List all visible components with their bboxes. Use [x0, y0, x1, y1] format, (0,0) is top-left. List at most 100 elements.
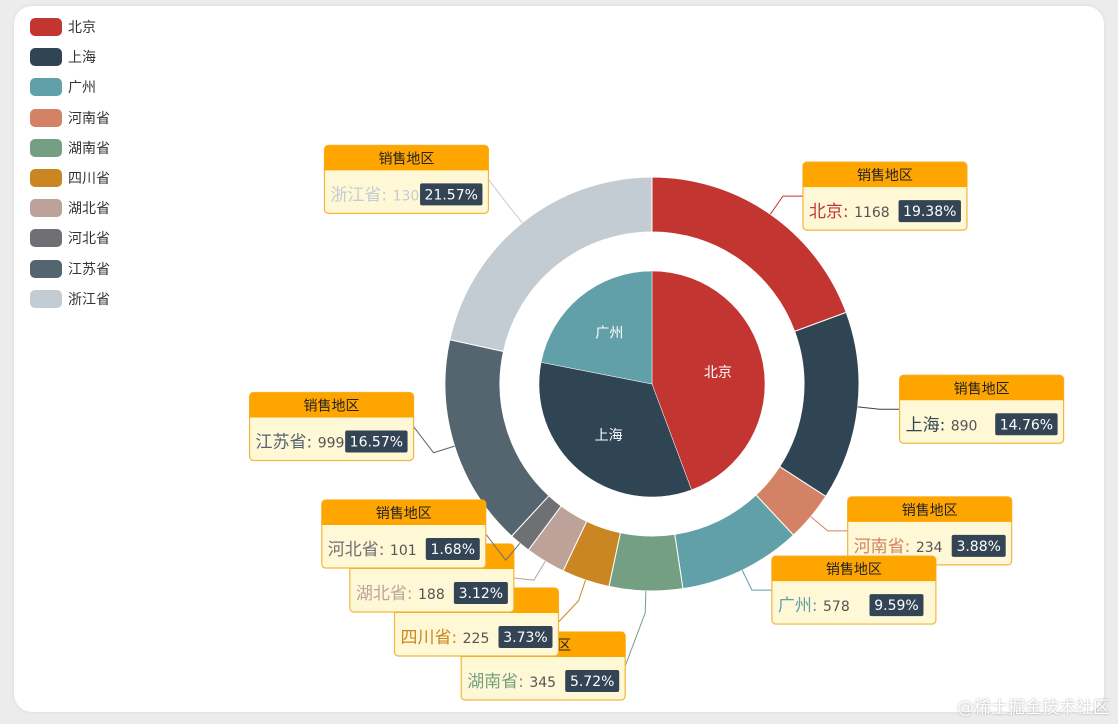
callout-series-name: 销售地区	[902, 503, 958, 519]
callout-name-value: 上海: 890	[906, 415, 978, 435]
leader-line	[513, 561, 546, 581]
callout-header-bg	[847, 496, 1012, 522]
percent-label: 9.59%	[874, 598, 918, 614]
legend-label: 四川省	[68, 171, 110, 188]
legend-item-6e5653177701[interactable]: 湖北省	[30, 193, 110, 223]
callout-header-bg	[899, 375, 1064, 401]
callout-name-value: 北京: 1168	[809, 202, 890, 222]
callout-name-value: 湖北省: 188	[356, 584, 445, 604]
legend-label: 湖北省	[68, 201, 110, 218]
percent-label: 1.68%	[431, 542, 475, 558]
callout-header-bg	[249, 392, 414, 418]
chart-legend: 北京上海广州河南省湖南省四川省湖北省河北省江苏省浙江省	[30, 12, 110, 314]
callout-series-name: 销售地区	[954, 381, 1010, 397]
inner-slice-5e7f5dde[interactable]	[540, 270, 653, 385]
callout-series-name: 销售地区	[826, 562, 882, 578]
callout-name-value: 湖南省: 345	[467, 672, 556, 692]
percent-badge	[453, 582, 508, 604]
leader-line	[413, 426, 455, 454]
legend-label: 广州	[68, 80, 96, 97]
legend-swatch	[30, 169, 62, 188]
legend-item-6c5f82cf7701[interactable]: 江苏省	[30, 254, 110, 284]
outer-slice-6e5653577701[interactable]	[608, 532, 684, 592]
leader-line	[488, 179, 523, 224]
legend-item-6cb353177701[interactable]: 河北省	[30, 223, 110, 253]
legend-item-6e5653577701[interactable]: 湖南省	[30, 133, 110, 163]
callout-name-value: 河南省: 234	[854, 537, 943, 557]
legend-label: 江苏省	[68, 261, 110, 278]
outer-slice-4e0a6d77[interactable]	[778, 311, 860, 498]
leader-line	[624, 590, 647, 667]
callout-name-value: 河北省: 101	[328, 540, 417, 560]
legend-swatch	[30, 259, 62, 278]
percent-label: 19.38%	[903, 204, 956, 220]
percent-label: 14.76%	[1000, 417, 1053, 433]
legend-swatch	[30, 199, 62, 218]
legend-item-56db5ddd7701[interactable]: 四川省	[30, 163, 110, 193]
leader-line	[741, 570, 772, 591]
legend-swatch	[30, 78, 62, 97]
legend-label: 上海	[68, 50, 96, 67]
percent-badge	[898, 200, 961, 223]
leader-line	[558, 579, 587, 623]
inner-slice-53174eac[interactable]	[651, 270, 766, 491]
callout-header-bg	[324, 145, 489, 171]
inner-slice-label: 上海	[595, 428, 623, 444]
callout-name-value: 广州: 578	[778, 596, 850, 616]
legend-label: 湖南省	[68, 140, 110, 157]
callout-name-value: 浙江省: 1300	[330, 185, 428, 205]
percent-badge	[345, 430, 408, 453]
callout-name-value: 四川省: 225	[400, 628, 489, 648]
inner-slice-label: 广州	[595, 325, 623, 341]
inner-slice-label: 北京	[704, 365, 732, 381]
legend-item-6d596c5f7701[interactable]: 浙江省	[30, 284, 110, 314]
legend-item-4e0a6d77[interactable]: 上海	[30, 42, 110, 72]
leader-line	[857, 406, 900, 410]
callout-series-name: 销售地区	[857, 168, 913, 184]
legend-swatch	[30, 138, 62, 157]
callout-series-name: 销售地区	[378, 151, 434, 167]
percent-label: 3.88%	[956, 539, 1000, 555]
percent-label: 3.73%	[503, 630, 547, 646]
percent-label: 5.72%	[570, 674, 614, 690]
percent-badge	[869, 594, 924, 617]
percent-badge	[420, 183, 483, 206]
leader-line	[769, 195, 803, 215]
percent-badge	[498, 626, 553, 648]
callout-header-bg	[321, 500, 486, 525]
percent-label: 3.12%	[459, 586, 503, 602]
leader-line	[810, 516, 848, 532]
legend-label: 河北省	[68, 231, 110, 248]
outer-slice-6d596c5f7701[interactable]	[449, 176, 653, 353]
legend-swatch	[30, 108, 62, 127]
legend-item-53174eac[interactable]: 北京	[30, 12, 110, 42]
percent-badge	[565, 670, 620, 692]
percent-badge	[425, 538, 480, 560]
percent-label: 21.57%	[425, 187, 478, 203]
leader-line	[485, 533, 521, 562]
percent-label: 16.57%	[350, 435, 403, 451]
legend-item-5e7f5dde[interactable]: 广州	[30, 72, 110, 102]
callout-name-value: 江苏省: 999	[256, 433, 345, 453]
percent-badge	[951, 534, 1006, 557]
callout-header-bg	[771, 556, 936, 582]
legend-label: 北京	[68, 20, 96, 37]
inner-slice-4e0a6d77[interactable]	[538, 362, 692, 498]
legend-label: 浙江省	[68, 291, 110, 308]
legend-item-6cb353577701[interactable]: 河南省	[30, 103, 110, 133]
callout-header-bg	[802, 162, 967, 188]
legend-swatch	[30, 18, 62, 37]
callout-series-name: 销售地区	[304, 399, 360, 415]
legend-swatch	[30, 289, 62, 308]
legend-label: 河南省	[68, 110, 110, 127]
percent-badge	[995, 413, 1058, 436]
watermark: @稀土掘金技术社区	[957, 698, 1110, 718]
